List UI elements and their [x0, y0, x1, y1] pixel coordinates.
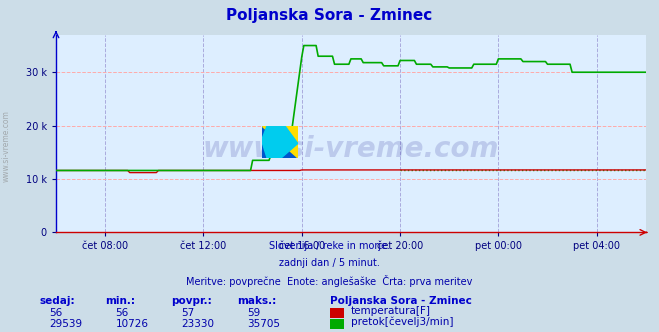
Text: 56: 56	[115, 308, 129, 318]
Text: 10726: 10726	[115, 319, 148, 329]
Text: 56: 56	[49, 308, 63, 318]
Text: 29539: 29539	[49, 319, 82, 329]
Polygon shape	[262, 126, 298, 158]
Text: www.si-vreme.com: www.si-vreme.com	[203, 135, 499, 163]
Text: 59: 59	[247, 308, 260, 318]
Text: 35705: 35705	[247, 319, 280, 329]
Text: www.si-vreme.com: www.si-vreme.com	[2, 110, 11, 182]
Text: min.:: min.:	[105, 296, 136, 306]
Text: zadnji dan / 5 minut.: zadnji dan / 5 minut.	[279, 258, 380, 268]
Text: pretok[čevelj3/min]: pretok[čevelj3/min]	[351, 317, 453, 327]
Text: Poljanska Sora - Zminec: Poljanska Sora - Zminec	[227, 8, 432, 23]
Text: Poljanska Sora - Zminec: Poljanska Sora - Zminec	[330, 296, 471, 306]
Text: 57: 57	[181, 308, 194, 318]
Polygon shape	[262, 126, 298, 158]
Polygon shape	[262, 126, 298, 158]
Text: Meritve: povprečne  Enote: anglešaške  Črta: prva meritev: Meritve: povprečne Enote: anglešaške Črt…	[186, 275, 473, 287]
Text: 23330: 23330	[181, 319, 214, 329]
Text: temperatura[F]: temperatura[F]	[351, 306, 430, 316]
Text: povpr.:: povpr.:	[171, 296, 212, 306]
Text: sedaj:: sedaj:	[40, 296, 75, 306]
Text: Slovenija / reke in morje.: Slovenija / reke in morje.	[269, 241, 390, 251]
Text: maks.:: maks.:	[237, 296, 277, 306]
